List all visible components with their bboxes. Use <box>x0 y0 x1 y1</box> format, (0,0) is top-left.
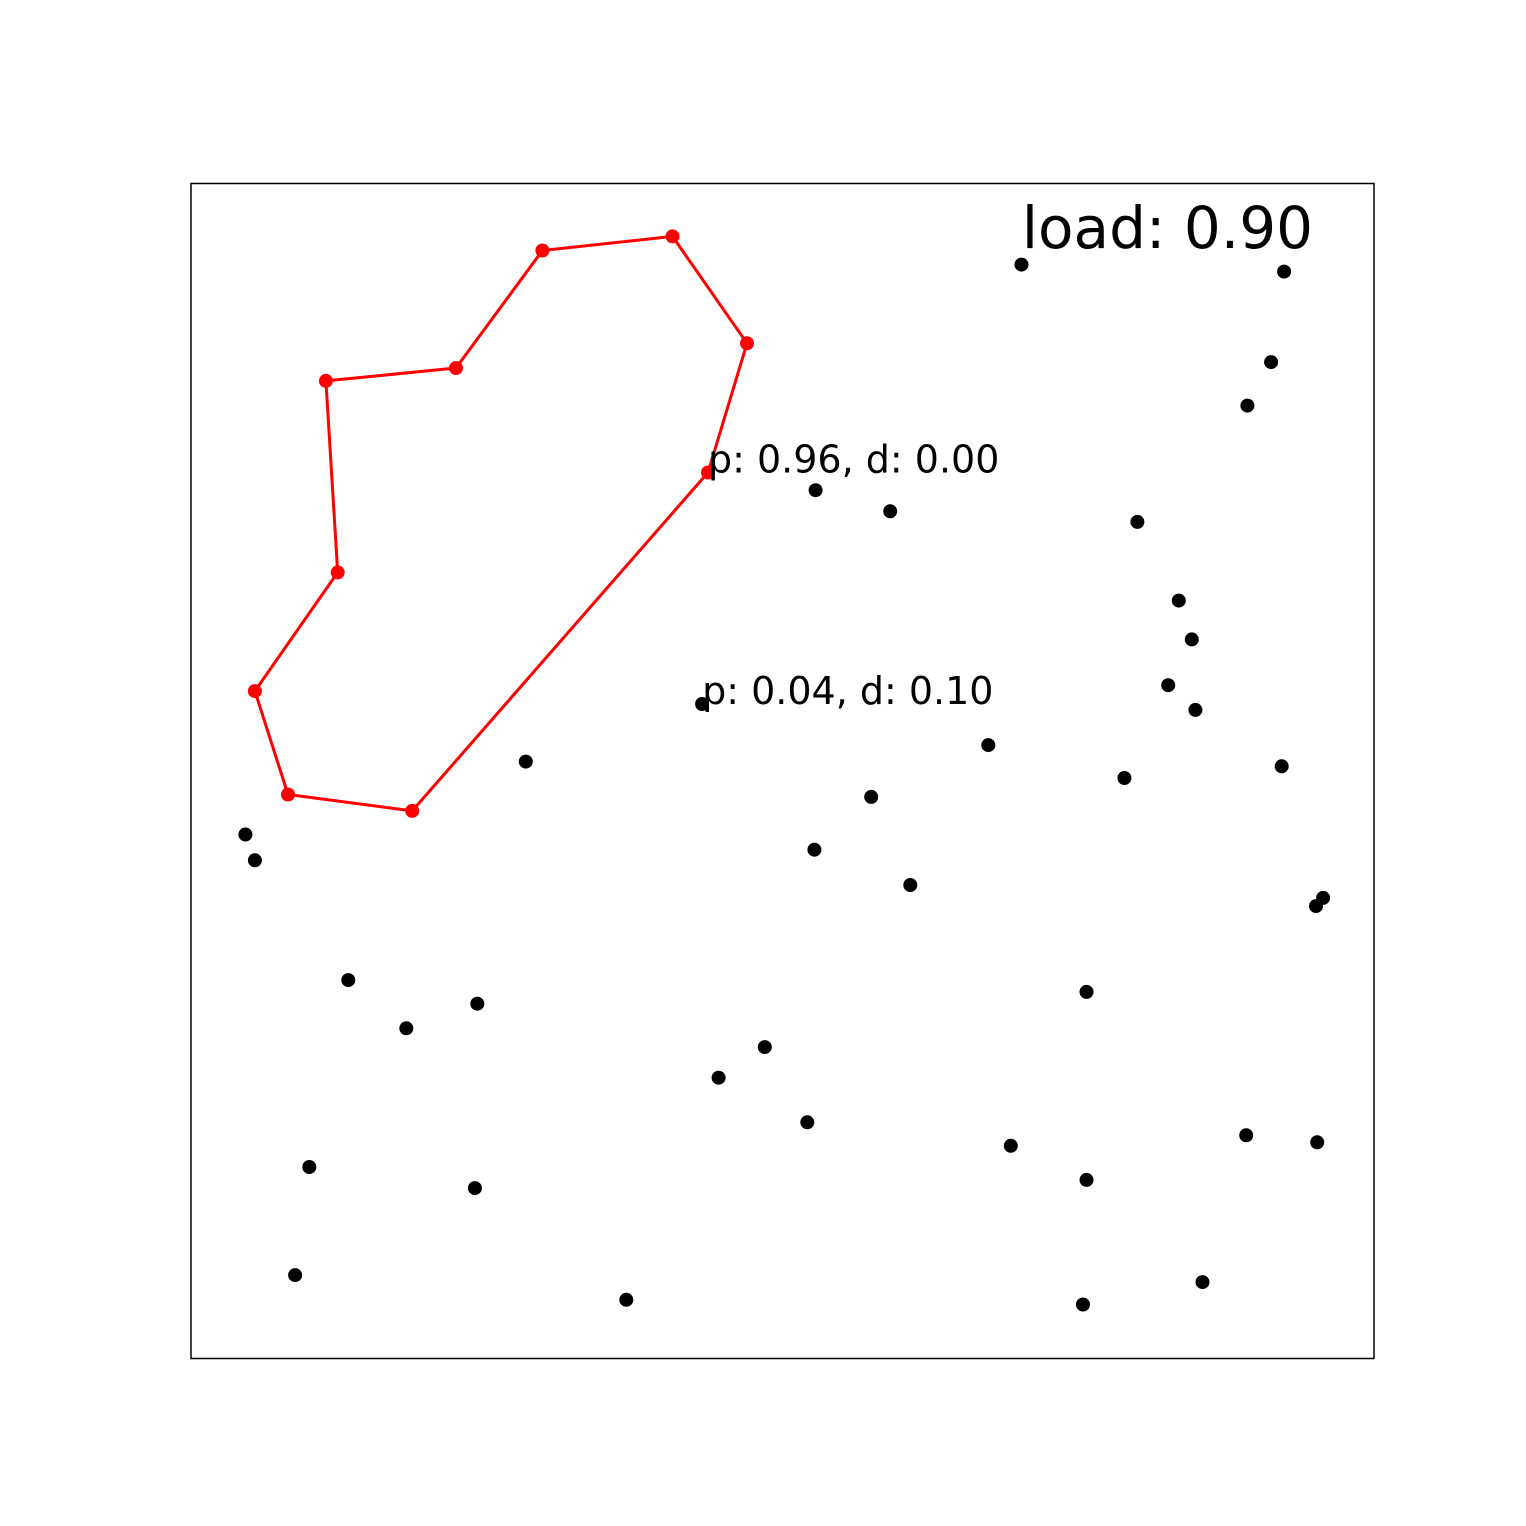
data-point <box>1161 678 1176 693</box>
data-point <box>1184 632 1199 647</box>
route-point <box>281 787 295 802</box>
data-point <box>757 1040 772 1055</box>
data-point <box>238 827 253 842</box>
data-point <box>1079 984 1094 999</box>
data-point <box>1310 1135 1325 1150</box>
data-point <box>883 504 898 519</box>
data-point <box>711 1070 726 1085</box>
data-point <box>1309 899 1323 914</box>
data-point <box>1239 1128 1254 1143</box>
data-point <box>1274 759 1289 774</box>
data-point <box>1264 355 1279 370</box>
data-point <box>467 1181 482 1196</box>
route-point <box>449 361 463 375</box>
data-point <box>470 996 485 1011</box>
data-point <box>619 1292 634 1307</box>
data-point <box>1079 1172 1094 1187</box>
annotation-p096: p: 0.96, d: 0.00 <box>708 438 999 482</box>
data-point <box>808 483 823 498</box>
route-point <box>330 565 345 580</box>
data-point <box>1171 593 1186 608</box>
route-point <box>701 465 715 480</box>
data-point <box>807 842 822 857</box>
data-point <box>864 789 879 804</box>
data-point <box>399 1021 414 1036</box>
data-point <box>1240 398 1255 413</box>
annotation-p004: p: 0.04, d: 0.10 <box>702 669 993 713</box>
route-point <box>535 243 550 258</box>
data-point <box>1188 702 1203 717</box>
annotation-layer: load: 0.90 p: 0.96, d: 0.00 p: 0.04, d: … <box>702 194 1313 713</box>
route-point <box>740 336 754 351</box>
data-point <box>1277 264 1292 279</box>
data-point <box>1130 514 1145 529</box>
points-layer <box>238 257 1331 1312</box>
data-point <box>1117 771 1132 785</box>
load-label: load: 0.90 <box>1022 194 1313 262</box>
route-point <box>665 229 680 244</box>
data-point <box>341 973 356 988</box>
data-point <box>288 1268 303 1283</box>
data-point <box>981 738 996 753</box>
route-point <box>318 373 333 388</box>
data-point <box>1195 1275 1210 1290</box>
data-point <box>1014 257 1029 272</box>
data-point <box>1003 1138 1018 1153</box>
route-point <box>247 684 262 699</box>
route-layer <box>247 229 754 818</box>
data-point <box>247 853 262 868</box>
data-point <box>518 754 533 769</box>
data-point <box>695 697 710 711</box>
data-point <box>903 878 918 892</box>
data-point <box>800 1115 815 1130</box>
data-point <box>1076 1297 1090 1312</box>
data-point <box>302 1160 317 1174</box>
plot-frame <box>190 182 1375 1360</box>
route-point <box>405 803 420 818</box>
